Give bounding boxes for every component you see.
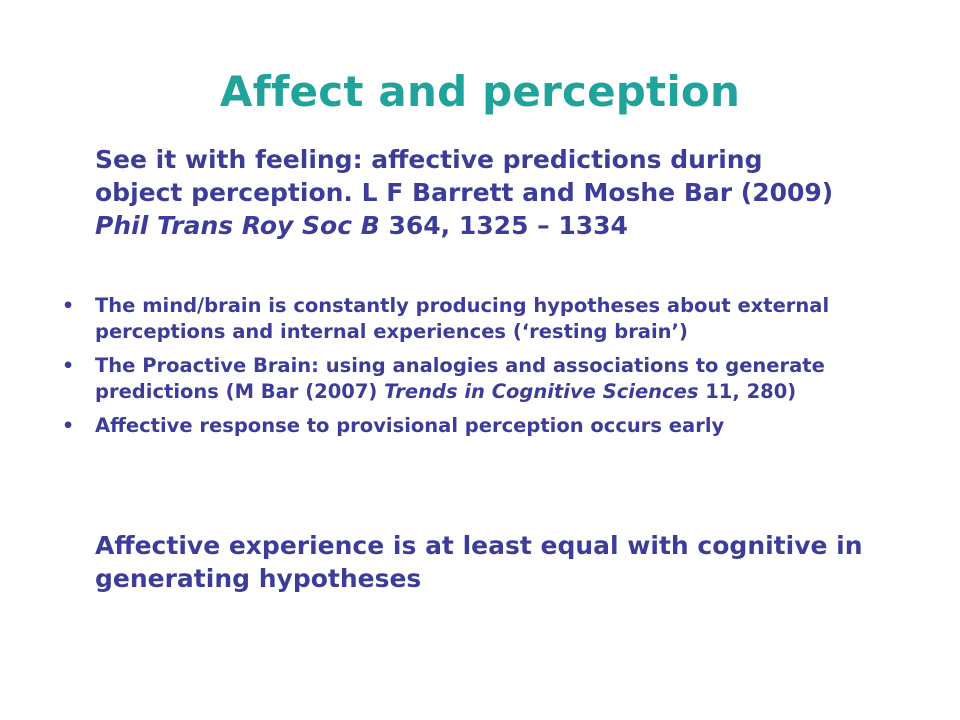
bullet-text: Affective response to provisional percep…: [95, 414, 725, 437]
reference-journal: Phil Trans Roy Soc B: [95, 211, 380, 240]
reference-citation: See it with feeling: affective predictio…: [95, 143, 855, 242]
bullet-item: • The mind/brain is constantly producing …: [62, 293, 922, 345]
bullet-journal: Trends in Cognitive Sciences: [384, 380, 699, 403]
bullet-item: • The Proactive Brain: using analogies an…: [62, 353, 922, 405]
bullet-text-end: 11, 280): [698, 380, 797, 403]
bullet-item: • Affective response to provisional perce…: [62, 413, 922, 439]
bullet-text-start: The Proactive Brain: using analogies and…: [95, 354, 825, 403]
bullet-marker: •: [62, 415, 75, 437]
bullet-marker: •: [62, 295, 75, 317]
bullet-marker: •: [62, 355, 75, 377]
slide-title: Affect and perception: [219, 67, 741, 116]
conclusion-statement: Affective experience is at least equal w…: [95, 531, 863, 593]
bullet-list: • The mind/brain is constantly producing …: [62, 293, 922, 447]
bullet-text: The mind/brain is constantly producing h…: [95, 294, 830, 343]
reference-text-end: 364, 1325 – 1334: [379, 211, 628, 240]
reference-text-start: See it with feeling: affective predictio…: [95, 145, 834, 207]
